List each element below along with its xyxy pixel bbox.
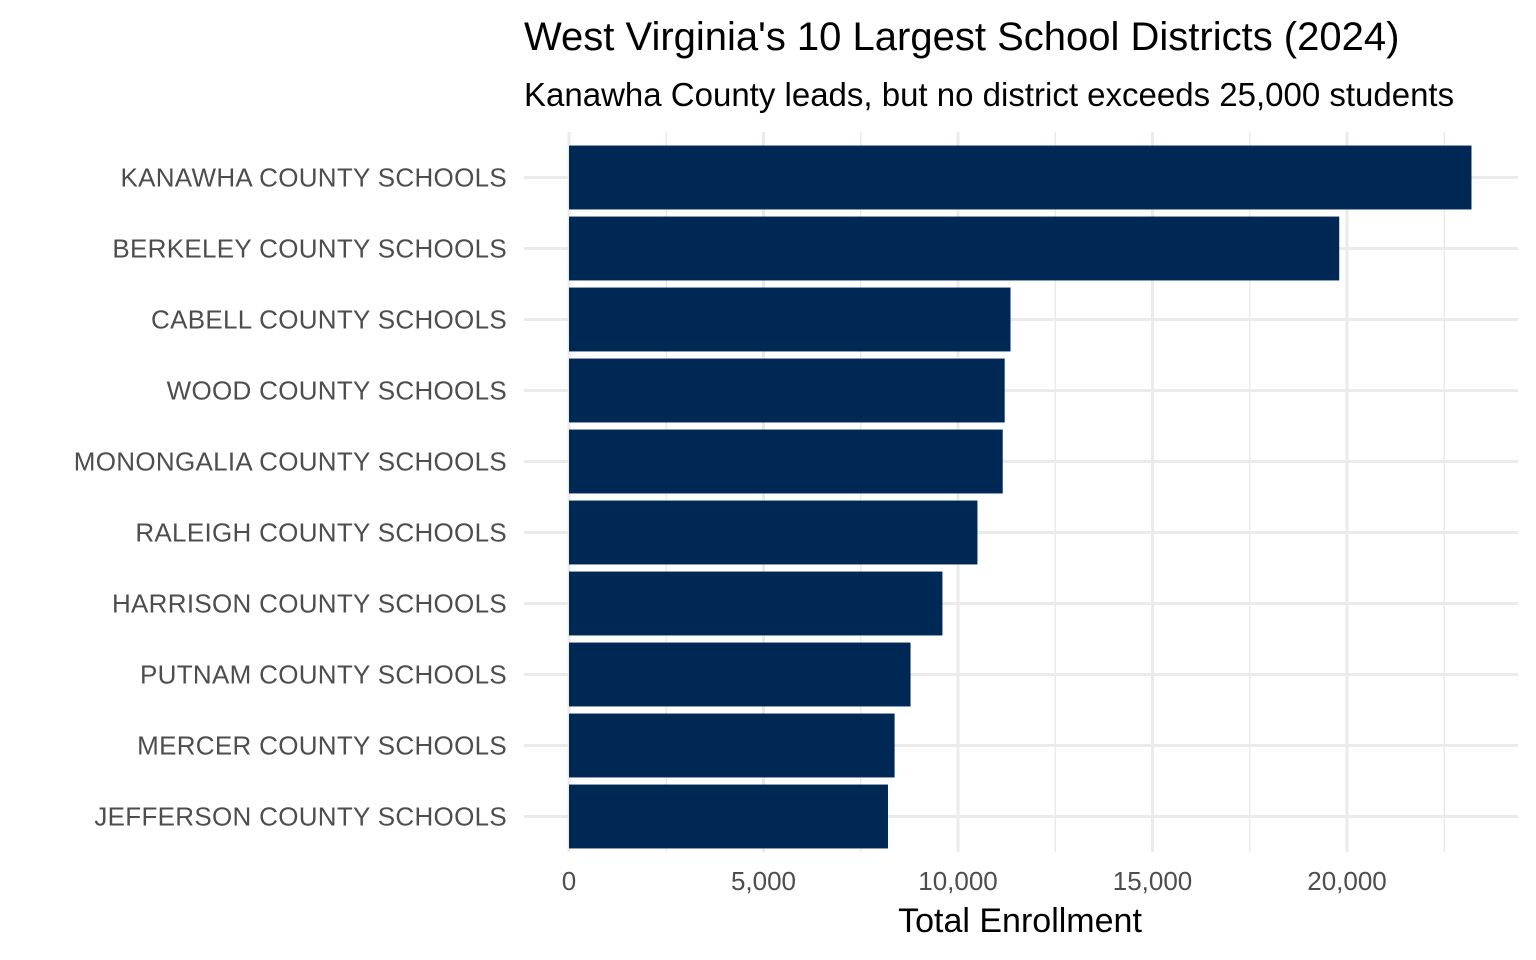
category-labels: KANAWHA COUNTY SCHOOLS BERKELEY COUNTY SC… — [74, 163, 507, 832]
x-tick-label: 15,000 — [1113, 866, 1193, 896]
category-label: WOOD COUNTY SCHOOLS — [167, 376, 507, 406]
category-label: MONONGALIA COUNTY SCHOOLS — [74, 447, 507, 477]
bar — [569, 713, 895, 778]
x-axis-title: Total Enrollment — [898, 902, 1142, 940]
bar — [569, 784, 888, 849]
x-tick-label: 10,000 — [918, 866, 998, 896]
category-label: PUTNAM COUNTY SCHOOLS — [140, 660, 507, 690]
category-label: JEFFERSON COUNTY SCHOOLS — [94, 802, 507, 832]
bar — [569, 500, 978, 565]
chart-subtitle: Kanawha County leads, but no district ex… — [524, 76, 1454, 113]
bar — [569, 287, 1011, 352]
category-label: HARRISON COUNTY SCHOOLS — [112, 589, 507, 619]
bar — [569, 571, 943, 636]
category-label: MERCER COUNTY SCHOOLS — [137, 731, 507, 761]
category-label: KANAWHA COUNTY SCHOOLS — [120, 163, 507, 193]
category-label: CABELL COUNTY SCHOOLS — [151, 305, 507, 335]
category-label: BERKELEY COUNTY SCHOOLS — [112, 234, 507, 264]
x-tick-label: 5,000 — [731, 866, 796, 896]
x-axis-tick-labels: 0 5,000 10,000 15,000 20,000 — [562, 866, 1387, 896]
x-tick-label: 20,000 — [1307, 866, 1387, 896]
category-label: RALEIGH COUNTY SCHOOLS — [135, 518, 507, 548]
bar — [569, 358, 1005, 423]
bar — [569, 429, 1003, 494]
bar — [569, 642, 911, 707]
bar — [569, 145, 1472, 210]
bar — [569, 216, 1340, 281]
x-tick-label: 0 — [562, 866, 576, 896]
chart-title: West Virginia's 10 Largest School Distri… — [524, 15, 1399, 59]
bars — [569, 145, 1472, 849]
